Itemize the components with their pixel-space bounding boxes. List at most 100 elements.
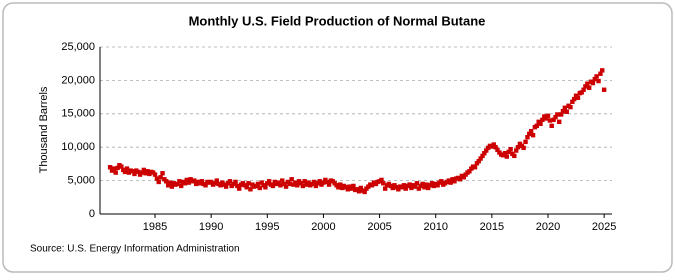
- point: [248, 187, 253, 192]
- point: [192, 178, 197, 183]
- point: [452, 179, 457, 184]
- point: [164, 179, 169, 184]
- point: [300, 183, 306, 189]
- point: [212, 181, 218, 186]
- point: [289, 177, 294, 182]
- point: [287, 181, 292, 187]
- point: [585, 81, 590, 86]
- point: [165, 183, 171, 188]
- point: [306, 180, 311, 185]
- point: [160, 171, 165, 176]
- point: [435, 183, 440, 188]
- point: [521, 145, 526, 151]
- point: [527, 131, 532, 137]
- x-tick-label: 1985: [143, 221, 167, 233]
- point: [156, 179, 161, 185]
- point: [298, 181, 304, 186]
- point: [448, 180, 453, 185]
- point: [598, 71, 603, 76]
- point: [233, 179, 238, 185]
- point: [538, 121, 543, 127]
- y-tick-label: 0: [89, 208, 95, 220]
- y-axis-label: Thousand Barrels: [38, 86, 50, 173]
- point: [326, 182, 332, 187]
- point: [491, 142, 496, 147]
- point: [525, 134, 530, 140]
- point: [476, 159, 481, 164]
- point: [324, 179, 330, 185]
- point: [590, 80, 596, 86]
- point: [356, 189, 362, 194]
- point: [530, 132, 536, 138]
- point: [420, 181, 425, 187]
- point: [467, 169, 472, 174]
- point: [382, 186, 388, 191]
- point: [461, 175, 466, 180]
- point: [135, 169, 141, 175]
- point: [351, 183, 356, 189]
- point: [409, 185, 414, 191]
- point: [583, 84, 588, 89]
- y-tick-label: 15,000: [61, 108, 95, 120]
- point: [302, 179, 307, 184]
- point: [345, 187, 351, 192]
- point: [512, 153, 517, 159]
- point: [439, 179, 444, 184]
- y-tick-label: 20,000: [61, 74, 95, 86]
- point: [130, 169, 135, 174]
- point: [601, 87, 607, 92]
- point: [424, 182, 429, 187]
- point: [422, 185, 427, 190]
- point: [457, 177, 463, 182]
- point: [551, 117, 556, 123]
- point: [255, 181, 261, 187]
- point: [227, 179, 233, 184]
- point: [154, 176, 160, 181]
- point: [203, 183, 208, 188]
- point: [177, 179, 182, 184]
- point: [218, 183, 223, 188]
- point: [557, 119, 562, 125]
- point: [175, 181, 180, 187]
- point: [478, 156, 483, 161]
- point: [246, 181, 251, 186]
- point: [412, 184, 418, 189]
- point: [414, 181, 420, 186]
- point: [111, 166, 117, 171]
- point: [502, 151, 508, 156]
- point: [596, 78, 601, 84]
- point: [416, 186, 422, 191]
- point: [158, 175, 163, 180]
- point: [276, 180, 281, 185]
- point: [575, 95, 581, 100]
- point: [379, 177, 384, 183]
- frame: [2, 2, 673, 273]
- point: [280, 178, 285, 183]
- point: [482, 151, 487, 156]
- point: [281, 181, 287, 187]
- point: [186, 180, 191, 185]
- y-tick-label: 10,000: [61, 141, 95, 153]
- point: [184, 177, 189, 183]
- point: [107, 165, 113, 170]
- x-tick-label: 1990: [199, 221, 223, 233]
- point: [540, 117, 545, 123]
- point: [571, 96, 577, 102]
- point: [257, 185, 262, 191]
- point: [237, 186, 242, 191]
- point: [182, 181, 188, 186]
- point: [317, 179, 322, 184]
- point: [381, 181, 386, 186]
- point: [504, 154, 509, 159]
- point: [349, 186, 354, 191]
- point: [495, 147, 500, 153]
- point: [594, 74, 599, 79]
- point: [564, 109, 569, 114]
- point: [493, 145, 498, 150]
- point: [259, 180, 264, 185]
- point: [115, 165, 120, 171]
- point: [558, 112, 564, 117]
- point: [283, 184, 289, 189]
- point: [570, 99, 575, 104]
